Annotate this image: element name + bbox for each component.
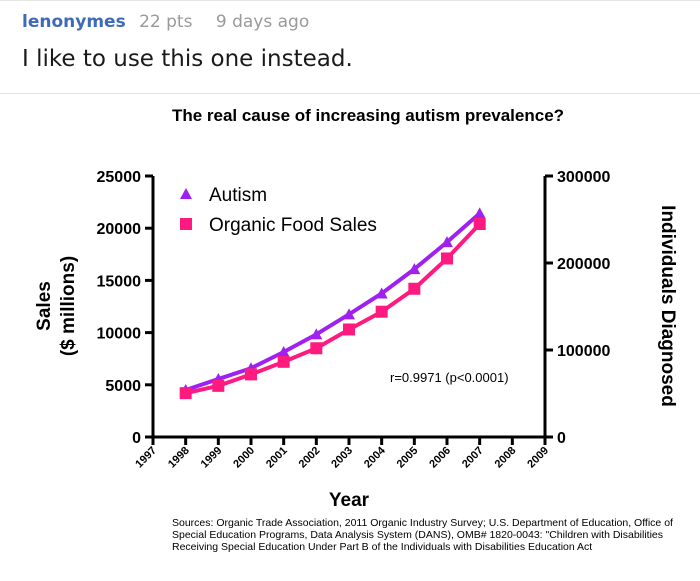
x-tick-label: 2004	[362, 444, 388, 470]
y-left-tick-label: 15000	[97, 273, 142, 290]
x-tick-label: 2008	[493, 445, 519, 471]
comment-meta: lenonymes 22 pts 9 days ago	[22, 12, 309, 32]
top-border	[0, 0, 700, 1]
y-left-tick-label: 5000	[105, 378, 141, 395]
organic-point	[310, 342, 323, 355]
divider	[0, 93, 700, 94]
y-axis-left-label-line1: Sales	[34, 281, 55, 331]
y-axis-left-label-line2: ($ millions)	[58, 256, 79, 356]
organic-point	[212, 379, 225, 392]
username-link[interactable]: lenonymes	[22, 12, 126, 32]
y-left-tick-label: 20000	[97, 221, 142, 238]
legend-autism-label: Autism	[209, 185, 267, 206]
autism-point	[441, 236, 453, 248]
autism-point	[277, 346, 290, 358]
x-tick-label: 1998	[166, 445, 192, 471]
organic-point	[473, 218, 486, 231]
autism-point	[343, 308, 355, 320]
legend-autism-marker	[180, 188, 192, 199]
y-left-tick-label: 0	[132, 430, 141, 447]
points: 22 pts	[139, 12, 193, 32]
x-tick-label: 2000	[231, 445, 257, 471]
x-tick-label: 2007	[460, 445, 486, 471]
x-tick-label: 2005	[395, 445, 421, 471]
chart-title: The real cause of increasing autism prev…	[172, 106, 564, 125]
autism-point	[473, 207, 486, 219]
organic-point	[441, 252, 453, 265]
series-line-organic	[185, 222, 482, 396]
y-left-tick-label: 10000	[97, 326, 142, 343]
x-tick-label: 2003	[329, 445, 355, 471]
x-tick-label: 1999	[199, 445, 225, 471]
organic-point	[245, 368, 257, 381]
autism-point	[375, 287, 388, 299]
organic-point	[375, 305, 388, 318]
organic-point	[408, 282, 421, 295]
y-right-tick-label: 100000	[557, 343, 610, 360]
autism-point	[408, 263, 421, 275]
x-tick-label: 2009	[525, 445, 551, 471]
comment-text: I like to use this one instead.	[22, 46, 353, 72]
x-tick-label: 2001	[264, 445, 290, 471]
legend: Autism Organic Food Sales	[180, 185, 377, 236]
y-left-tick-label: 25000	[97, 169, 142, 186]
autism-point	[310, 328, 323, 340]
x-tick-label: 2002	[297, 445, 323, 471]
x-tick-label: 1997	[133, 445, 159, 471]
y-right-tick-label: 200000	[557, 256, 610, 273]
timestamp: 9 days ago	[215, 12, 310, 32]
organic-point	[179, 387, 192, 400]
organic-point	[343, 323, 355, 336]
y-right-tick-label: 0	[557, 430, 566, 447]
series-line-autism	[185, 211, 481, 392]
y-axis-right-label: Individuals Diagnosed	[657, 205, 678, 407]
x-axis-label: Year	[329, 490, 370, 511]
legend-organic-marker	[180, 218, 192, 230]
x-tick-label: 2006	[427, 445, 453, 471]
legend-organic-label: Organic Food Sales	[209, 215, 377, 236]
sources-note: Sources: Organic Trade Association, 2011…	[172, 517, 673, 553]
organic-point	[277, 355, 290, 368]
annotation: r=0.9971 (p<0.0001)	[390, 370, 509, 385]
y-right-tick-label: 300000	[557, 169, 610, 186]
